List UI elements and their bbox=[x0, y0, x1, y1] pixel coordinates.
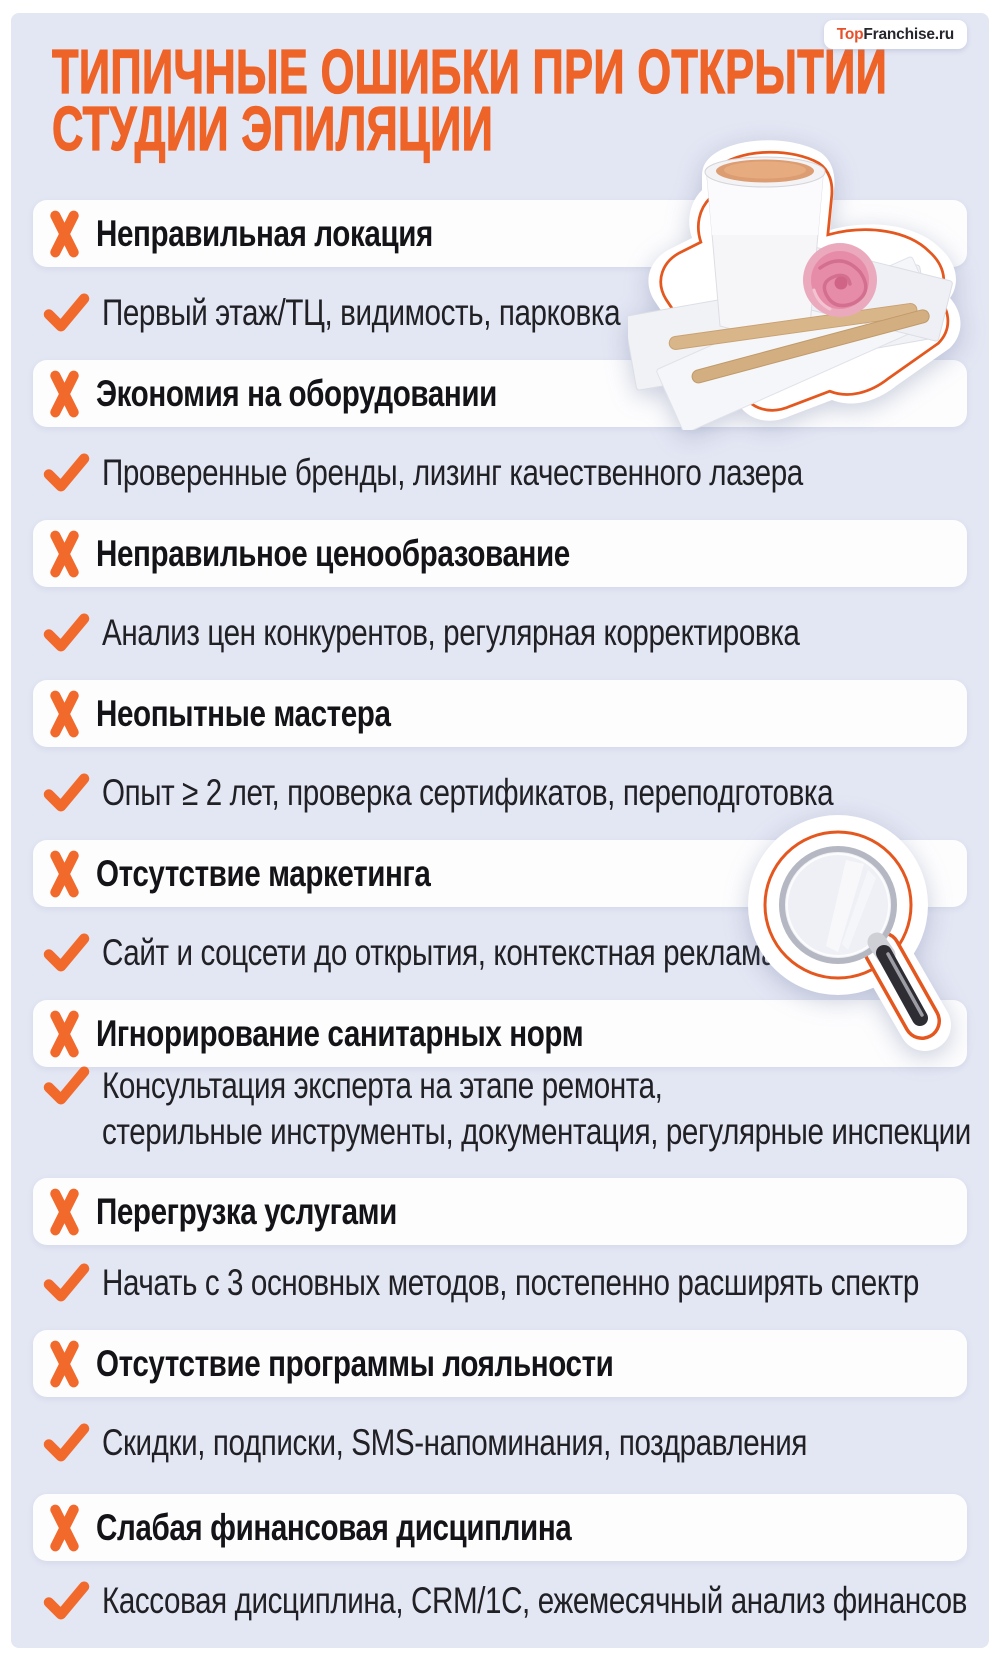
tip-text: Сайт и соцсети до открытия, контекстная … bbox=[102, 930, 946, 976]
tip-text: Анализ цен конкурентов, регулярная корре… bbox=[102, 610, 974, 656]
mistake-label: Неправильная локация bbox=[96, 212, 433, 254]
check-icon bbox=[43, 613, 90, 652]
mistake-label: Слабая финансовая дисциплина bbox=[96, 1506, 572, 1548]
page-title-line-2: СТУДИИ ЭПИЛЯЦИИ bbox=[52, 95, 494, 164]
tip-text: Проверенные бренды, лизинг качественного… bbox=[102, 450, 978, 496]
mistake-label: Игнорирование санитарных норм bbox=[96, 1012, 584, 1054]
tip-text: Скидки, подписки, SMS-напоминания, поздр… bbox=[102, 1420, 983, 1466]
mistake-label: Неправильное ценообразование bbox=[96, 532, 570, 574]
mistake-label: Экономия на оборудовании bbox=[96, 372, 497, 414]
mistake-row: Отсутствие программы лояльности bbox=[33, 1330, 967, 1397]
magnifying-glass-sticker bbox=[748, 815, 951, 1051]
logo-part-top: Top bbox=[836, 25, 864, 43]
tip-text-line: Проверенные бренды, лизинг качественного… bbox=[102, 452, 803, 493]
mistake-label: Отсутствие программы лояльности bbox=[96, 1342, 614, 1384]
wax-jar bbox=[704, 156, 826, 334]
tip-text: Опыт ≥ 2 лет, проверка сертификатов, пер… bbox=[102, 770, 1000, 816]
x-mark-icon bbox=[50, 530, 79, 577]
tip-text: Первый этаж/ТЦ, видимость, парковка bbox=[102, 290, 750, 336]
x-mark-icon bbox=[50, 1188, 79, 1235]
x-mark-icon bbox=[50, 850, 79, 897]
tip-text-line: Сайт и соцсети до открытия, контекстная … bbox=[102, 932, 778, 973]
tip-row: Кассовая дисциплина, CRM/1С, ежемесячный… bbox=[33, 1578, 977, 1624]
topfranchise-logo-badge[interactable]: Top Franchise.ru bbox=[823, 20, 967, 49]
tip-row: Начать с 3 основных методов, постепенно … bbox=[33, 1260, 977, 1306]
tip-text-line: Начать с 3 основных методов, постепенно … bbox=[102, 1262, 919, 1303]
tip-text-line: Скидки, подписки, SMS-напоминания, поздр… bbox=[102, 1422, 807, 1463]
tip-text-line: стерильные инструменты, документация, ре… bbox=[102, 1111, 971, 1152]
x-mark-icon bbox=[50, 370, 79, 417]
tip-text-line: Консультация эксперта на этапе ремонта, bbox=[102, 1065, 663, 1106]
mistake-row: Игнорирование санитарных норм bbox=[33, 1000, 967, 1067]
pink-rose bbox=[803, 243, 877, 317]
tip-row: Сайт и соцсети до открытия, контекстная … bbox=[33, 930, 977, 976]
tip-text: Консультация эксперта на этапе ремонта, с… bbox=[102, 1063, 1000, 1155]
magnifier-handle bbox=[867, 932, 928, 1026]
x-mark-icon bbox=[50, 210, 79, 257]
x-mark-icon bbox=[50, 690, 79, 737]
page-title: ТИПИЧНЫЕ ОШИБКИ ПРИ ОТКРЫТИИ СТУДИИ ЭПИЛ… bbox=[52, 38, 1000, 164]
x-mark-icon bbox=[50, 1010, 79, 1057]
tip-row: Опыт ≥ 2 лет, проверка сертификатов, пер… bbox=[33, 770, 977, 816]
check-icon bbox=[43, 293, 90, 332]
check-icon bbox=[43, 1066, 90, 1105]
check-icon bbox=[43, 933, 90, 972]
mistake-row: Слабая финансовая дисциплина bbox=[33, 1494, 967, 1561]
wooden-spatulas bbox=[668, 303, 930, 384]
mistake-label: Перегрузка услугами bbox=[96, 1190, 397, 1232]
wax-jar-strips-rose-sticker bbox=[628, 140, 961, 430]
tip-text: Начать с 3 основных методов, постепенно … bbox=[102, 1260, 1000, 1306]
check-icon bbox=[43, 453, 90, 492]
logo-part-franchise: Franchise.ru bbox=[863, 25, 954, 43]
tip-text-line: Опыт ≥ 2 лет, проверка сертификатов, пер… bbox=[102, 772, 834, 813]
mistake-row: Неправильное ценообразование bbox=[33, 520, 967, 587]
magnifier-lens bbox=[779, 846, 897, 964]
x-mark-icon bbox=[50, 1340, 79, 1387]
check-icon bbox=[43, 773, 90, 812]
tip-text-line: Первый этаж/ТЦ, видимость, парковка bbox=[102, 292, 621, 333]
check-icon bbox=[43, 1263, 90, 1302]
tip-text-line: Кассовая дисциплина, CRM/1С, ежемесячный… bbox=[102, 1580, 967, 1621]
tip-text: Кассовая дисциплина, CRM/1С, ежемесячный… bbox=[102, 1578, 1000, 1624]
check-icon bbox=[43, 1423, 90, 1462]
tip-row: Консультация эксперта на этапе ремонта, с… bbox=[33, 1063, 977, 1155]
tip-row: Анализ цен конкурентов, регулярная корре… bbox=[33, 610, 977, 656]
mistake-row: Перегрузка услугами bbox=[33, 1178, 967, 1245]
tip-row: Скидки, подписки, SMS-напоминания, поздр… bbox=[33, 1420, 977, 1466]
tip-row: Проверенные бренды, лизинг качественного… bbox=[33, 450, 977, 496]
check-icon bbox=[43, 1581, 90, 1620]
mistake-row: Неопытные мастера bbox=[33, 680, 967, 747]
tip-text-line: Анализ цен конкурентов, регулярная корре… bbox=[102, 612, 800, 653]
x-mark-icon bbox=[50, 1504, 79, 1551]
tip-row: Первый этаж/ТЦ, видимость, парковка bbox=[33, 290, 977, 336]
page-title-line-1: ТИПИЧНЫЕ ОШИБКИ ПРИ ОТКРЫТИИ bbox=[52, 38, 888, 107]
mistake-label: Неопытные мастера bbox=[96, 692, 391, 734]
mistake-label: Отсутствие маркетинга bbox=[96, 852, 431, 894]
